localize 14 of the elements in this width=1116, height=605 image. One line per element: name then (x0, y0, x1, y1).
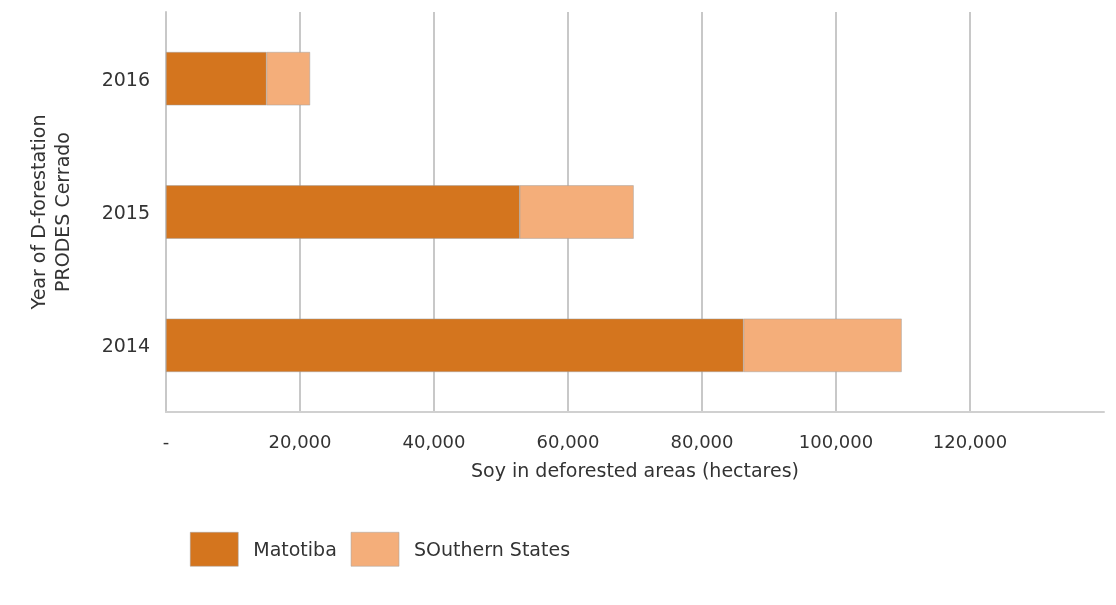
x-tick-label: - (162, 430, 170, 452)
x-tick-label: 80,000 (670, 430, 734, 452)
y-tick-label: 2015 (101, 201, 150, 223)
y-tick-label: 2014 (101, 334, 150, 357)
y-tick-label: 2016 (101, 67, 150, 90)
legend-label: Matotiba (253, 538, 337, 561)
x-tick-label: 120,000 (932, 430, 1008, 452)
x-tick-label: 40,000 (402, 430, 466, 452)
legend-label: SOuthern States (414, 538, 571, 561)
x-tick-label: 60,000 (536, 430, 600, 452)
x-tick-label: 20,000 (268, 430, 332, 452)
y-axis-title: Year of D-forestation PRODES Cerrado (27, 114, 73, 311)
x-axis-title: Soy in deforested areas (hectares) (470, 458, 800, 481)
x-tick-label: 100,000 (798, 430, 874, 452)
